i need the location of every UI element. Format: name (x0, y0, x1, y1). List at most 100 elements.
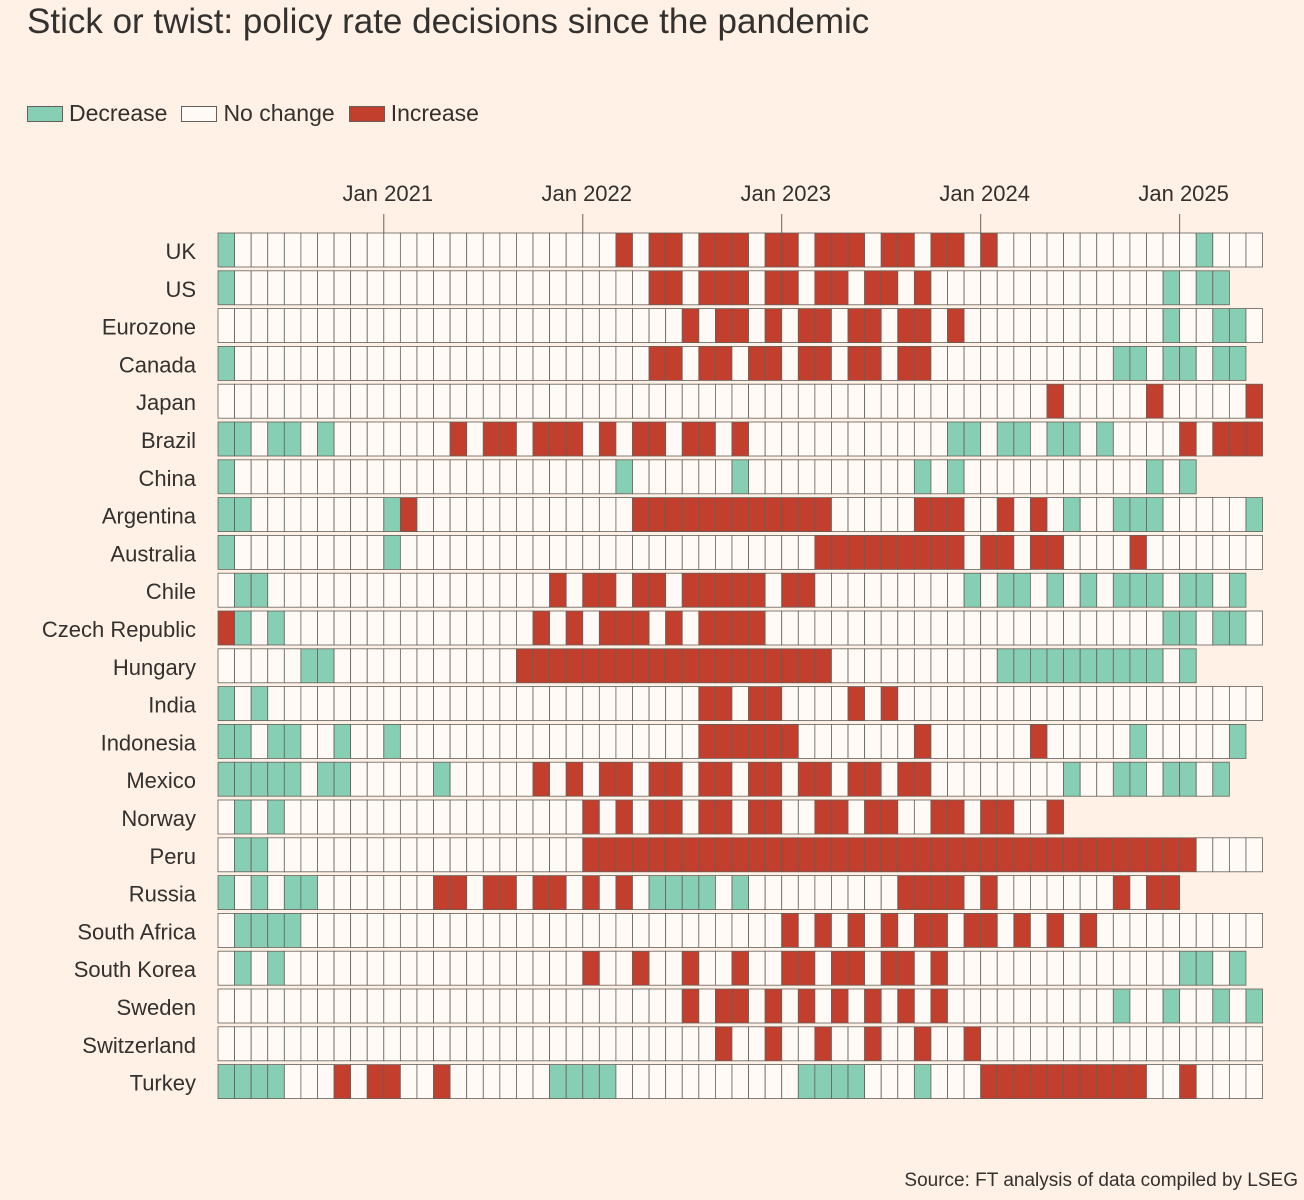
cell-increase (831, 950, 849, 986)
cell-no-change (1013, 761, 1031, 797)
cell-no-change (466, 572, 484, 608)
cell-no-change (831, 421, 849, 457)
cell-no-change (482, 686, 501, 721)
cell-no-change (549, 799, 567, 835)
cell-increase (913, 837, 932, 873)
cell-increase (913, 497, 932, 533)
row-label: US (165, 277, 196, 302)
cell-decrease (217, 686, 235, 721)
cell-no-change (947, 1026, 965, 1062)
cell-no-change (399, 1026, 418, 1062)
cell-no-change (698, 383, 716, 419)
cell-increase (1079, 913, 1098, 948)
cell-no-change (1046, 724, 1064, 759)
cell-no-change (499, 1064, 517, 1099)
row-label: Japan (136, 390, 196, 415)
cell-no-change (383, 988, 401, 1024)
cell-no-change (1046, 686, 1064, 721)
cell-no-change (283, 572, 302, 608)
cell-no-change (831, 686, 849, 721)
cell-no-change (333, 497, 352, 533)
cell-increase (897, 345, 915, 381)
cell-no-change (1112, 459, 1131, 495)
cell-decrease (582, 1064, 600, 1099)
cell-decrease (1179, 610, 1197, 646)
cell-no-change (366, 837, 385, 873)
cell-no-change (897, 459, 915, 495)
cell-no-change (715, 950, 733, 986)
cell-no-change (797, 913, 816, 948)
cell-increase (665, 497, 683, 533)
cell-no-change (333, 799, 352, 835)
legend-swatch-decrease (27, 105, 63, 122)
cell-no-change (996, 383, 1015, 419)
cell-no-change (980, 459, 998, 495)
cell-no-change (300, 913, 318, 948)
cell-no-change (267, 572, 285, 608)
cell-no-change (433, 686, 451, 721)
cell-increase (582, 572, 600, 608)
cell-no-change (1063, 724, 1081, 759)
cell-increase (217, 610, 235, 646)
cell-no-change (814, 572, 832, 608)
cell-decrease (383, 535, 401, 570)
cell-no-change (1162, 535, 1181, 570)
cell-no-change (283, 950, 302, 986)
cell-no-change (582, 610, 600, 646)
cell-no-change (913, 232, 932, 268)
cell-increase (731, 950, 749, 986)
cell-no-change (1030, 610, 1048, 646)
cell-no-change (615, 421, 633, 457)
cell-no-change (681, 724, 700, 759)
cell-no-change (449, 497, 468, 533)
heatmap-chart: Jan 2021 Jan 2022 Jan 2023 Jan 2024 Jan 2025… (42, 181, 1263, 1099)
cell-no-change (1146, 535, 1164, 570)
cell-increase (847, 950, 866, 986)
cell-increase (582, 875, 600, 910)
row-label: Czech Republic (42, 617, 196, 642)
cell-no-change (482, 1064, 501, 1099)
cell-no-change (1030, 761, 1048, 797)
cell-no-change (532, 913, 551, 948)
cell-no-change (482, 535, 501, 570)
cell-increase (814, 497, 832, 533)
cell-decrease (681, 875, 700, 910)
cell-no-change (234, 875, 252, 910)
cell-no-change (897, 497, 915, 533)
cell-no-change (466, 875, 484, 910)
cell-increase (499, 875, 517, 910)
cell-no-change (598, 459, 617, 495)
cell-no-change (1212, 232, 1230, 268)
cell-decrease (234, 761, 252, 797)
cell-no-change (234, 345, 252, 381)
cell-no-change (681, 383, 700, 419)
cell-no-change (681, 610, 700, 646)
cell-no-change (1063, 686, 1081, 721)
cell-no-change (317, 724, 335, 759)
cell-no-change (1030, 345, 1048, 381)
cell-increase (1030, 535, 1048, 570)
cell-no-change (764, 572, 783, 608)
cell-increase (1046, 535, 1064, 570)
cell-no-change (1179, 686, 1197, 721)
cell-increase (947, 535, 965, 570)
cell-no-change (1162, 459, 1181, 495)
cell-no-change (449, 988, 468, 1024)
cell-no-change (300, 724, 318, 759)
cell-no-change (466, 913, 484, 948)
cell-increase (897, 988, 915, 1024)
cell-no-change (217, 648, 235, 684)
cell-no-change (748, 913, 766, 948)
cell-no-change (731, 761, 749, 797)
cell-no-change (913, 648, 932, 684)
cell-no-change (234, 535, 252, 570)
cell-decrease (267, 724, 285, 759)
cell-no-change (549, 308, 567, 344)
cell-increase (582, 950, 600, 986)
cell-no-change (963, 799, 982, 835)
cell-no-change (831, 648, 849, 684)
cell-decrease (317, 421, 335, 457)
cell-no-change (399, 799, 418, 835)
cell-no-change (831, 497, 849, 533)
cell-decrease (234, 913, 252, 948)
